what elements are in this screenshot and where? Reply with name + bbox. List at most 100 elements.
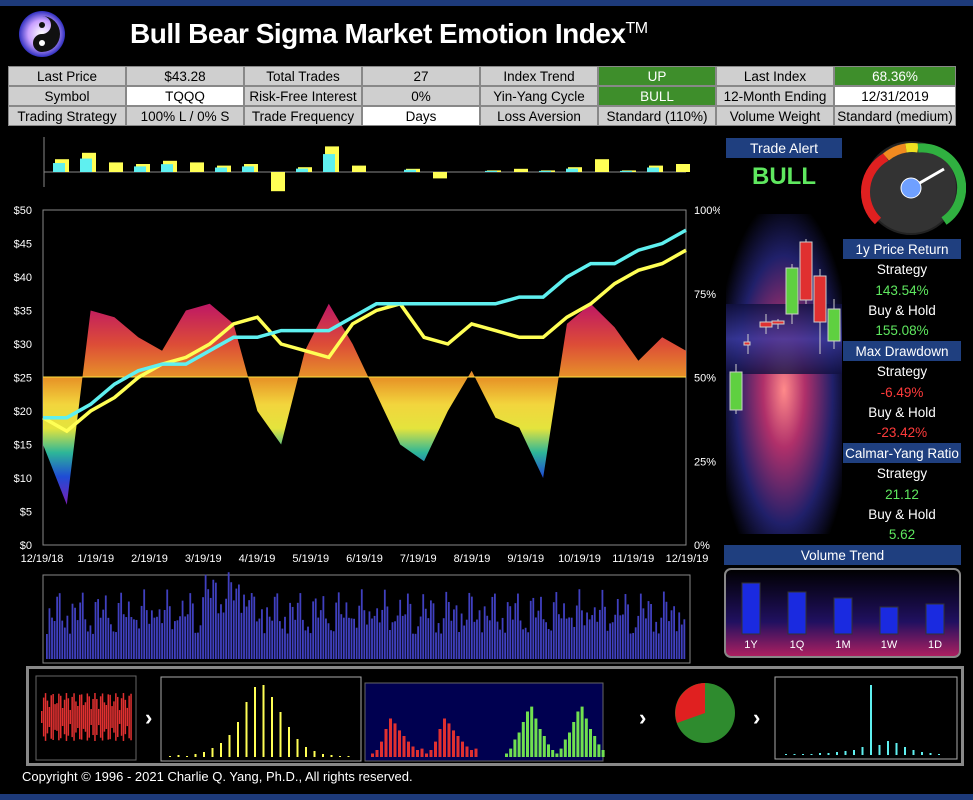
month-ending-label: 12-Month Ending (716, 86, 834, 106)
volume-bar (332, 631, 335, 659)
volume-trend-period: 1M (835, 639, 850, 651)
volume-bar (550, 630, 553, 659)
histogram-bar (563, 739, 567, 757)
volume-bar (662, 591, 665, 659)
y-tick-label: $50 (14, 205, 32, 217)
month-ending-input[interactable]: 12/31/2019 (834, 86, 956, 106)
volume-bar (517, 593, 519, 659)
volume-bar (125, 617, 128, 659)
volume-bar (499, 629, 501, 659)
histogram-bar (547, 744, 550, 757)
volume-bar (622, 614, 624, 659)
volume-bar (181, 600, 184, 659)
volume-bar (547, 629, 550, 659)
volume-bar (637, 615, 640, 659)
volume-bar (609, 623, 611, 659)
histogram-bar (393, 723, 397, 757)
volume-bar (506, 602, 509, 659)
y-tick-label: $10 (14, 473, 32, 485)
histogram-bar (474, 748, 478, 757)
volume-bar (330, 630, 332, 659)
noise-bar (94, 693, 96, 741)
candlestick-panel (726, 214, 842, 534)
volume-bar (212, 579, 215, 659)
price-return-strategy-label: Strategy (876, 262, 928, 277)
volume-bar (396, 615, 399, 659)
loss-aversion-value[interactable]: Standard (110%) (598, 106, 716, 126)
volume-bar (232, 600, 235, 659)
trade-bar (296, 168, 308, 172)
volume-bar (84, 619, 87, 659)
histogram-bar (470, 750, 473, 757)
frequency-select[interactable]: Days (362, 106, 480, 126)
symbol-input[interactable]: TQQQ (126, 86, 244, 106)
trademark-mark: TM (625, 20, 648, 37)
volume-bar (191, 603, 194, 659)
volume-bar (422, 594, 425, 659)
histogram-bar (194, 754, 197, 757)
histogram-bar (559, 748, 563, 757)
volume-bar (48, 608, 51, 659)
volume-bar (435, 632, 437, 659)
volume-bar (534, 617, 537, 659)
noise-bar (52, 694, 54, 740)
noise-bar (82, 705, 85, 729)
volume-bar (412, 633, 414, 659)
histogram-bar (542, 736, 546, 757)
risk-free-value: 0% (362, 86, 480, 106)
volume-bar (639, 593, 642, 659)
volume-bar (575, 605, 578, 659)
last-price-value: $43.28 (126, 66, 244, 86)
volume-bar (296, 602, 299, 659)
volume-bar (174, 621, 176, 659)
volume-bar (650, 604, 652, 659)
volume-bar (217, 613, 220, 659)
strategy-value[interactable]: 100% L / 0% S (126, 106, 244, 126)
volume-bar (240, 612, 243, 659)
histogram-bar (530, 706, 534, 757)
volume-bar (184, 616, 187, 659)
volume-bar (570, 617, 573, 659)
noise-bar (56, 703, 58, 731)
volume-bar (276, 593, 279, 659)
volume-bar (491, 596, 494, 659)
histogram-bar (461, 741, 464, 757)
volume-bar (63, 627, 66, 659)
noise-bar (120, 698, 123, 736)
histogram-bar (589, 729, 592, 757)
main-chart: $50 $45 $40 $35 $30 $25 $20 $15 $10 $5 $0 100% 75% 5… (14, 137, 720, 664)
volume-bar (378, 622, 381, 659)
noise-bar (101, 693, 104, 741)
volume-bar (488, 620, 491, 659)
histogram-bar (288, 727, 290, 757)
histogram-bar (836, 752, 838, 755)
volume-weight-label: Volume Weight (716, 106, 834, 126)
histogram-bar (330, 755, 333, 757)
volume-bar (99, 617, 102, 659)
volume-bar (383, 589, 386, 659)
volume-bar (325, 618, 327, 659)
x-tick-label: 12/19/18 (21, 553, 64, 565)
volume-bar (156, 616, 158, 659)
volume-bar (545, 622, 547, 659)
volume-bar (340, 614, 343, 659)
price-return-strategy-value: 143.54% (875, 283, 929, 298)
histogram-bar (576, 711, 580, 757)
volume-bar (588, 619, 591, 659)
volume-bar (668, 621, 670, 659)
volume-bar (657, 633, 660, 659)
last-index-label: Last Index (716, 66, 834, 86)
histogram-bar (245, 702, 248, 757)
drawdown-buyhold-value: -23.42% (876, 425, 928, 440)
volume-bar (573, 626, 576, 659)
noise-bar (41, 711, 43, 723)
volume-bar (440, 633, 443, 659)
volume-bar (552, 602, 555, 659)
histogram-bar (398, 730, 401, 757)
volume-bar (222, 612, 225, 659)
trade-bar (215, 167, 227, 172)
volume-bar (527, 632, 530, 659)
volume-bar (94, 602, 97, 659)
volume-weight-value[interactable]: Standard (medium) (834, 106, 956, 126)
price-return-header: 1y Price Return (843, 239, 961, 259)
